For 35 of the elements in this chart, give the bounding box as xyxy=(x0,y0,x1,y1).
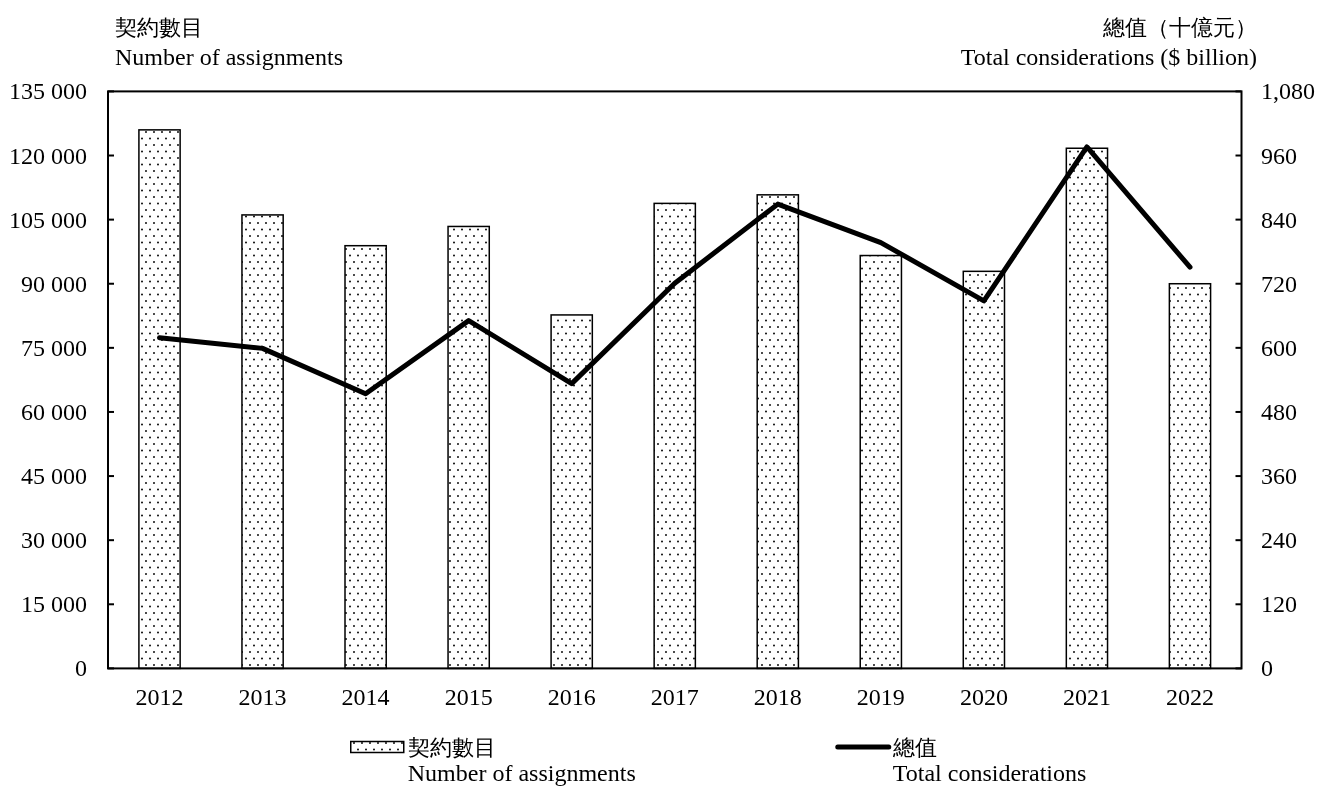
y-tick-label: 30 000 xyxy=(21,527,87,554)
y-tick-label: 120 000 xyxy=(9,142,87,169)
y2-axis-title: 總值（十億元） Total considerations ($ billion) xyxy=(960,15,1257,70)
y2-tick-label: 240 xyxy=(1261,527,1297,554)
y-tick-label: 90 000 xyxy=(21,270,87,297)
y2-tick-label: 360 xyxy=(1261,463,1297,490)
x-tick-label: 2020 xyxy=(959,684,1008,710)
y2-tick-label: 480 xyxy=(1261,398,1297,425)
y2-tick-label: 720 xyxy=(1261,270,1297,297)
y2-tick-label: 840 xyxy=(1261,206,1297,233)
x-tick-label: 2012 xyxy=(135,684,184,710)
y-tick-label: 105 000 xyxy=(9,206,87,233)
y-tick-label: 45 000 xyxy=(21,463,87,490)
y-tick-label: 75 000 xyxy=(21,334,87,361)
x-tick-label: 2019 xyxy=(856,684,905,710)
y-tick-label: 60 000 xyxy=(21,398,87,425)
y-axis-title: 契約數目 Number of assignments xyxy=(115,15,343,70)
y2-tick-label: 1,080 xyxy=(1261,78,1315,105)
y-tick-label: 135 000 xyxy=(9,78,87,105)
y2-tick-label: 600 xyxy=(1261,334,1297,361)
x-tick-label: 2015 xyxy=(444,684,493,710)
y2-tick-label: 120 xyxy=(1261,591,1297,618)
x-tick-label: 2014 xyxy=(341,684,390,710)
x-tick-label: 2013 xyxy=(238,684,287,710)
x-tick-label: 2016 xyxy=(547,684,596,710)
y2-tick-label: 960 xyxy=(1261,142,1297,169)
x-tick-label: 2017 xyxy=(650,684,699,710)
legend-label: 總值 Total considerations xyxy=(891,735,1087,786)
x-tick-label: 2021 xyxy=(1062,684,1111,710)
y-tick-label: 15 000 xyxy=(21,591,87,618)
y-tick-label: 0 xyxy=(75,655,87,682)
legend-label: 契約數目 Number of assignments xyxy=(407,735,636,786)
x-tick-label: 2018 xyxy=(753,684,802,710)
y2-tick-label: 0 xyxy=(1261,655,1273,682)
x-tick-label: 2022 xyxy=(1165,684,1214,710)
